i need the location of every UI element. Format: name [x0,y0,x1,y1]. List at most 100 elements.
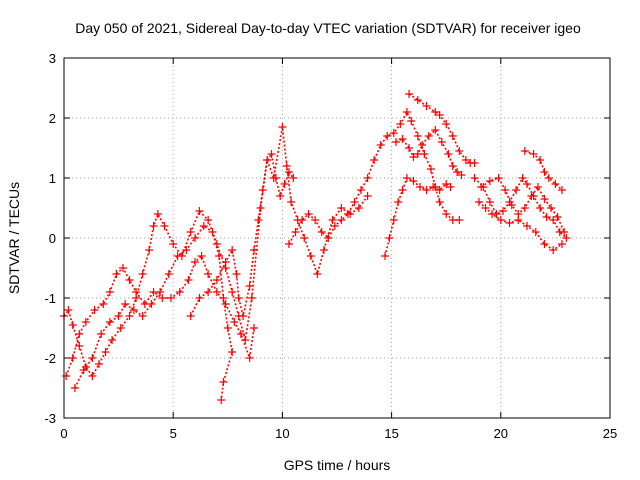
data-point [488,210,497,218]
data-point [108,336,117,344]
data-point [191,234,200,242]
data-point [88,354,97,362]
data-point [540,195,549,203]
data-point [407,117,416,125]
data-point [125,276,134,284]
data-point [413,150,422,158]
data-point [62,372,71,380]
data-point [236,330,245,338]
data-point [94,360,103,368]
data-point [247,294,256,302]
data-point [204,270,213,278]
data-point [271,174,280,182]
x-tick-label: 10 [275,426,289,441]
y-tick-label: -2 [44,351,56,366]
data-point [370,156,379,164]
data-point [431,126,440,134]
data-point [230,318,239,326]
data-point [544,174,553,182]
y-tick-label: 0 [49,231,56,246]
y-tick-label: 2 [49,111,56,126]
data-point [228,246,237,254]
data-layer [60,90,571,404]
data-point [68,354,77,362]
data-point [523,222,532,230]
data-point [381,252,390,260]
data-point [413,96,422,104]
data-point [287,198,296,206]
data-point [75,330,84,338]
data-point [254,216,263,224]
data-point [560,228,569,236]
data-point [536,156,545,164]
data-point [219,294,228,302]
x-tick-label: 15 [384,426,398,441]
y-tick-label: 3 [49,51,56,66]
data-point [343,210,352,218]
series-track-8 [408,93,475,164]
data-point [145,246,154,254]
ticks-layer: 0 5 10 15 20 25 -3 -2 -1 0 1 2 3 [44,51,617,441]
data-point [402,108,411,116]
data-point [228,288,237,296]
data-point [245,282,254,290]
data-point [263,156,272,164]
data-point [512,186,521,194]
data-point [409,153,418,161]
data-point [424,132,433,140]
data-point [523,180,532,188]
data-point [385,234,394,242]
data-point [88,372,97,380]
data-point [300,234,309,242]
data-point [413,132,422,140]
data-point [553,213,562,221]
y-tick-label: -1 [44,291,56,306]
chart-title: Day 050 of 2021, Sidereal Day-to-day VTE… [75,20,581,36]
data-point [551,180,560,188]
data-point [394,198,403,206]
data-point [221,300,230,308]
data-point [442,180,451,188]
data-point [461,156,470,164]
data-point [223,324,232,332]
series-track-4 [189,152,294,317]
data-point [485,198,494,206]
data-point [284,168,293,176]
data-point [298,216,307,224]
data-point [114,312,123,320]
x-tick-label: 20 [494,426,508,441]
data-point [317,228,326,236]
data-point [184,276,193,284]
data-point [195,294,204,302]
data-point [234,294,243,302]
data-point [435,186,444,194]
data-point [337,204,346,212]
data-point [426,165,435,173]
data-point [357,186,366,194]
data-point [391,138,400,146]
series-track-1 [63,126,369,378]
data-point [158,294,167,302]
data-point [536,204,545,212]
data-point [197,252,206,260]
data-point [105,288,114,296]
data-point [442,210,451,218]
data-point [470,174,479,182]
data-point [182,246,191,254]
data-point [405,90,414,98]
data-point [164,270,173,278]
data-point [354,204,363,212]
data-point [531,228,540,236]
data-point [405,144,414,152]
grid-layer [64,58,610,418]
data-point [258,186,267,194]
data-point [557,186,566,194]
x-axis-label: GPS time / hours [284,457,391,473]
data-point [284,240,293,248]
data-point [455,147,464,155]
data-point [453,168,462,176]
data-point [542,213,551,221]
data-point [90,306,99,314]
data-point [337,216,346,224]
data-point [549,216,558,224]
